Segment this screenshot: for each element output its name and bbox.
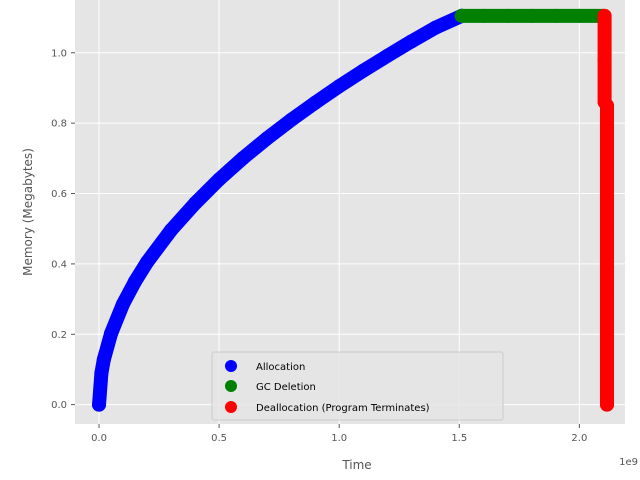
series-layer: [92, 8, 614, 412]
data-point-allocation: [128, 274, 143, 289]
x-tick-label: 1.5: [451, 433, 467, 444]
y-axis-title: Memory (Megabytes): [21, 148, 35, 276]
x-axis-ticks: 0.0 0.5 1.0 1.5 2.0: [91, 424, 587, 444]
data-point-deallocation-program-terminates: [599, 397, 614, 412]
y-tick-label: 0.0: [51, 400, 67, 411]
data-point-allocation: [94, 365, 109, 380]
data-point-allocation: [164, 223, 179, 238]
data-point-allocation: [236, 150, 251, 165]
x-tick-label: 0.5: [211, 433, 227, 444]
x-axis-title: Time: [341, 458, 371, 472]
series-deallocation-program-terminates: [597, 8, 614, 412]
legend-marker-deallocation: [225, 401, 237, 413]
data-point-deallocation-program-terminates: [597, 8, 612, 23]
data-point-allocation: [260, 131, 275, 146]
data-point-allocation: [116, 297, 131, 312]
x-tick-label: 1.0: [331, 433, 347, 444]
series-gc-deletion: [454, 8, 611, 23]
legend-marker-allocation: [225, 360, 237, 372]
data-point-allocation: [92, 397, 107, 412]
data-point-allocation: [96, 352, 111, 367]
y-tick-label: 0.2: [51, 330, 67, 341]
legend-label-allocation: Allocation: [256, 362, 305, 373]
data-point-deallocation-program-terminates: [599, 344, 614, 359]
data-point-allocation: [140, 255, 155, 270]
data-point-allocation: [104, 326, 119, 341]
x-tick-label: 2.0: [571, 433, 587, 444]
y-tick-label: 0.4: [51, 259, 67, 270]
data-point-allocation: [308, 95, 323, 110]
y-gridlines: [75, 52, 625, 406]
data-point-deallocation-program-terminates: [599, 285, 614, 300]
data-point-allocation: [212, 172, 227, 187]
data-point-deallocation-program-terminates: [599, 221, 614, 236]
data-point-allocation: [332, 79, 347, 94]
data-point-gc-deletion: [476, 8, 491, 23]
data-point-allocation: [188, 196, 203, 211]
y-axis-ticks: 0.0 0.2 0.4 0.6 0.8 1.0: [51, 48, 75, 411]
y-tick-label: 1.0: [51, 48, 67, 59]
data-point-gc-deletion: [454, 8, 469, 23]
data-point-allocation: [380, 48, 395, 63]
data-point-allocation: [284, 112, 299, 127]
y-tick-label: 0.6: [51, 189, 67, 200]
data-point-gc-deletion: [572, 8, 587, 23]
legend: Allocation GC Deletion Deallocation (Pro…: [211, 351, 504, 421]
data-point-allocation: [428, 20, 443, 35]
legend-label-gc-deletion: GC Deletion: [256, 382, 316, 393]
legend-box: [211, 351, 504, 421]
data-point-gc-deletion: [524, 8, 539, 23]
data-point-deallocation-program-terminates: [599, 158, 614, 173]
x-offset-label: 1e9: [619, 457, 638, 468]
data-point-allocation: [404, 34, 419, 49]
data-point-gc-deletion: [548, 8, 563, 23]
data-point-deallocation-program-terminates: [599, 98, 614, 113]
data-point-allocation: [356, 63, 371, 78]
legend-marker-gc-deletion: [225, 380, 237, 392]
y-tick-label: 0.8: [51, 119, 67, 130]
x-tick-label: 0.0: [91, 433, 107, 444]
legend-label-deallocation: Deallocation (Program Terminates): [256, 403, 430, 414]
data-point-deallocation-program-terminates: [597, 52, 612, 67]
data-point-gc-deletion: [500, 8, 515, 23]
